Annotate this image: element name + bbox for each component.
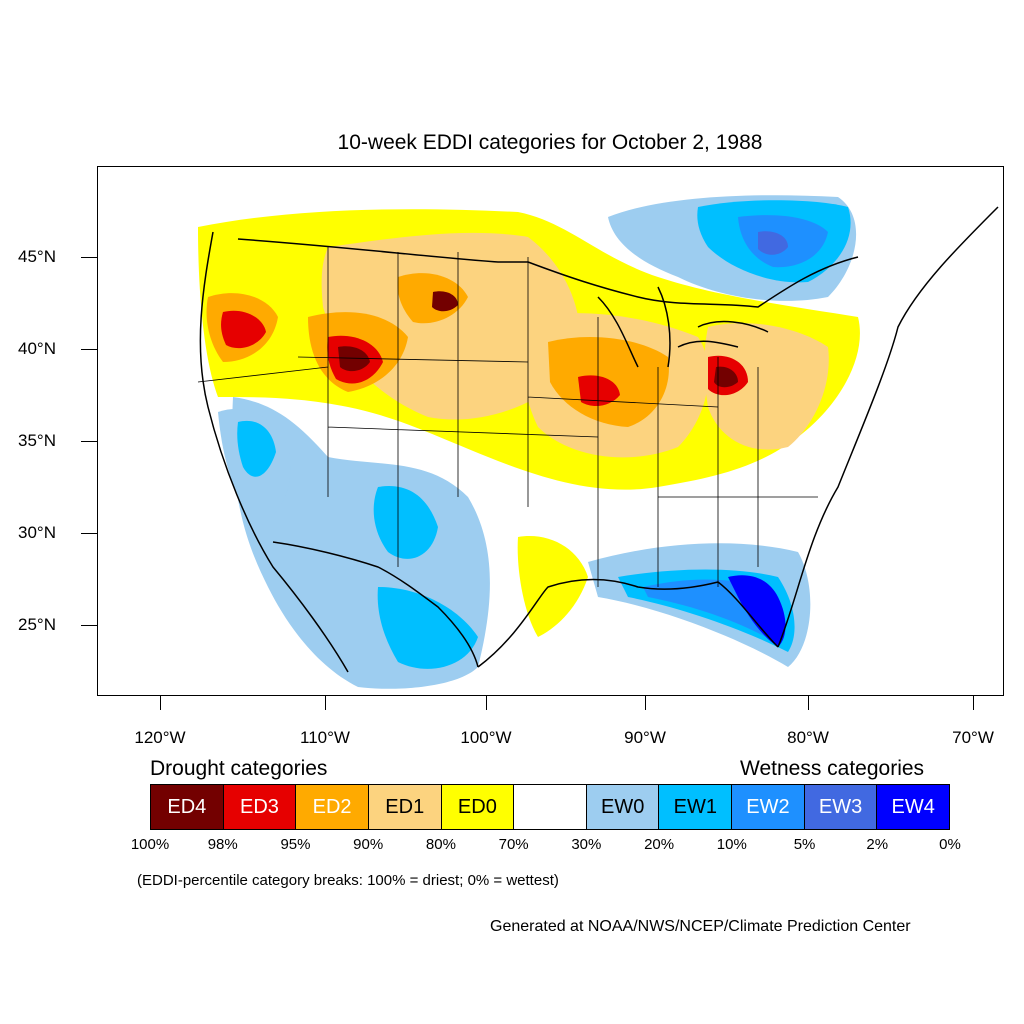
legend-box-ed4: ED4 — [151, 785, 224, 829]
lon-label-70w: 70°W — [952, 728, 994, 747]
category-note: (EDDI-percentile category breaks: 100% =… — [137, 872, 559, 889]
eddi-map — [97, 166, 1004, 696]
wetness-categories-heading: Wetness categories — [740, 757, 925, 780]
percentile-label: 2% — [866, 836, 889, 853]
lon-tick — [973, 696, 974, 710]
ed4-wyoming-region — [338, 346, 370, 372]
percentile-label: 80% — [425, 836, 456, 853]
ed0-texas-region — [517, 536, 588, 637]
ed3-iowa-region — [578, 375, 620, 407]
legend-box-ew2: EW2 — [732, 785, 805, 829]
lon-label-120w: 120°W — [134, 728, 186, 747]
ed3-oregon-region — [221, 310, 266, 349]
ew4-florida-region — [728, 575, 786, 647]
lat-label-35n: 35°N — [18, 431, 56, 450]
lon-tick — [325, 696, 326, 710]
credit-line: Generated at NOAA/NWS/NCEP/Climate Predi… — [490, 918, 911, 935]
ew1-mexico-region — [377, 587, 478, 669]
great-lakes — [597, 286, 769, 368]
legend-box-ed3: ED3 — [223, 785, 297, 829]
percentile-label: 90% — [353, 836, 384, 853]
dry-regions — [198, 209, 860, 637]
lat-label-25n: 25°N — [18, 615, 56, 634]
legend-box-ew0: EW0 — [586, 785, 660, 829]
lon-label-110w: 110°W — [300, 728, 350, 747]
percentile-label: 0% — [939, 836, 961, 853]
category-legend: ED4 ED3 ED2 ED1 ED0 EW0 EW1 EW2 EW3 EW4 — [150, 784, 950, 830]
legend-box-ed1: ED1 — [368, 785, 442, 829]
percentile-label: 100% — [130, 836, 170, 853]
ew1-newmexico-region — [373, 486, 438, 559]
lat-label-45n: 45°N — [18, 247, 56, 266]
ew1-nevada-region — [237, 420, 276, 477]
canada-border — [237, 238, 859, 308]
percentile-label: 10% — [716, 836, 747, 853]
legend-box-normal — [514, 785, 587, 829]
lon-label-80w: 80°W — [787, 728, 829, 747]
legend-box-ew1: EW1 — [659, 785, 733, 829]
lat-label-40n: 40°N — [18, 339, 56, 358]
legend-box-ed0: ED0 — [441, 785, 515, 829]
boundaries — [199, 206, 999, 673]
percentile-label: 30% — [571, 836, 602, 853]
ed4-dakota-region — [432, 291, 458, 312]
lon-label-90w: 90°W — [624, 728, 666, 747]
lat-tick — [81, 625, 97, 626]
percentile-label: 70% — [498, 836, 529, 853]
lon-tick — [808, 696, 809, 710]
lon-tick — [160, 696, 161, 710]
percentile-label: 5% — [793, 836, 816, 853]
lat-tick — [81, 349, 97, 350]
lon-label-100w: 100°W — [460, 728, 512, 747]
wet-regions — [218, 195, 857, 689]
legend-box-ew3: EW3 — [804, 785, 878, 829]
lat-tick — [81, 441, 97, 442]
us-coastline — [199, 206, 999, 673]
map-canvas — [197, 195, 999, 689]
drought-categories-heading: Drought categories — [150, 757, 328, 780]
lon-tick — [645, 696, 646, 710]
percentile-label: 98% — [207, 836, 238, 853]
ed4-michigan-region — [714, 366, 738, 388]
mexico-border — [272, 541, 479, 668]
lat-tick — [81, 257, 97, 258]
lat-label-30n: 30°N — [18, 523, 56, 542]
state-lines — [197, 247, 818, 587]
percentile-label: 95% — [280, 836, 311, 853]
ew3-ontario-region — [758, 231, 788, 255]
lon-tick — [486, 696, 487, 710]
legend-box-ed2: ED2 — [296, 785, 369, 829]
legend-box-ew4: EW4 — [877, 785, 950, 829]
percentile-label: 20% — [644, 836, 675, 853]
map-title: 10-week EDDI categories for October 2, 1… — [337, 131, 763, 154]
lat-tick — [81, 533, 97, 534]
ed1-ohio-region — [704, 323, 829, 450]
